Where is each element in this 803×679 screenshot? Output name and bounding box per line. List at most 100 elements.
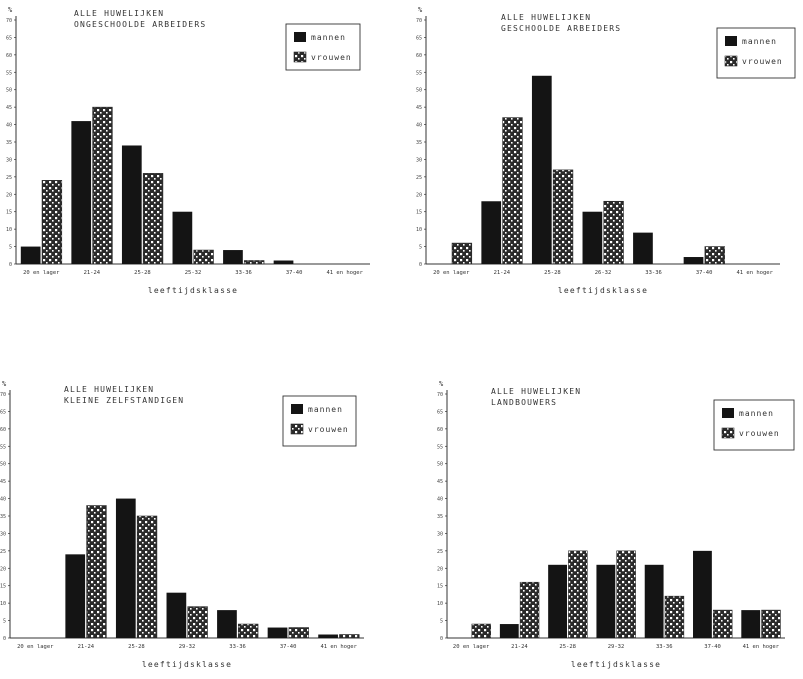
chart-ongeschoolde-arbeiders: % 0 5 10 15 20 25 30 35 40 45 50 55 60 65 70 20 en lager… [6,6,370,295]
chart-panel-geschoolde: % 0 5 10 15 20 25 30 35 40 45 50 55 60 65 70 20 en lager… [405,0,803,300]
bar-vrouwen [238,623,259,639]
y-tick-label: 65 [6,35,12,41]
legend-label-mannen: mannen [742,37,777,46]
chart-subtitle: KLEINE ZELFSTANDIGEN [64,396,184,405]
legend: mannen vrouwen [285,23,361,71]
bar-mannen [267,627,288,638]
x-tick-label: 20 en lager [17,644,54,650]
y-tick-label: 0 [3,636,6,642]
y-axis-unit-label: % [418,6,423,14]
y-tick-label: 65 [0,409,6,415]
bar-mannen [115,498,136,638]
y-tick-label: 10 [437,601,443,607]
bar-vrouwen [568,550,588,639]
chart-subtitle: LANDBOUWERS [491,398,557,407]
y-tick-label: 55 [6,70,12,76]
bar-mannen [172,211,193,264]
y-tick-label: 50 [6,88,12,94]
y-tick-label: 70 [416,18,422,24]
x-axis-label: leeftijdsklasse [142,660,232,669]
legend-label-vrouwen: vrouwen [311,53,352,62]
chart-landbouwers: % 0 5 10 15 20 25 30 35 40 45 50 55 60 65 70 20 en lager… [437,380,795,669]
x-axis-label: leeftijdsklasse [558,286,648,295]
y-tick-label: 40 [416,123,422,129]
y-tick-label: 35 [437,514,443,520]
y-tick-label: 15 [437,584,443,590]
x-tick-label: 33-36 [235,270,252,276]
bar-vrouwen [552,169,574,265]
y-tick-label: 15 [416,210,422,216]
x-tick-label: 21-24 [78,644,95,650]
legend-box [282,395,357,447]
bar-mannen [223,250,243,264]
y-tick-label: 65 [437,409,443,415]
bar-vrouwen [761,609,781,639]
legend: mannen vrouwen [282,395,357,447]
y-tick-label: 70 [437,392,443,398]
bar-mannen [548,564,567,638]
y-tick-label: 35 [0,514,6,520]
x-tick-label: 20 en lager [23,270,60,276]
y-tick-label: 35 [6,140,12,146]
bar-mannen [20,246,41,264]
y-tick-label: 15 [6,210,12,216]
y-tick-label: 10 [0,601,6,607]
legend-label-vrouwen: vrouwen [742,57,783,66]
y-tick-label: 50 [0,462,6,468]
x-tick-label: 25-32 [185,270,202,276]
y-tick-label: 10 [6,227,12,233]
y-tick-label: 25 [437,549,443,555]
x-tick-label: 41 en hoger [326,270,363,276]
x-tick-label: 25-28 [544,270,561,276]
bar-mannen [633,232,653,264]
bar-vrouwen [193,249,214,265]
y-tick-label: 60 [416,53,422,59]
bar-vrouwen [616,550,636,639]
bar-mannen [65,554,86,638]
bar-mannen [644,564,664,638]
x-tick-label: 29-32 [179,644,196,650]
y-tick-label: 60 [0,427,6,433]
bar-vrouwen [86,505,107,639]
bar-vrouwen [664,595,685,639]
y-tick-label: 30 [437,531,443,537]
y-tick-label: 40 [6,123,12,129]
chart-panel-landbouwers: % 0 5 10 15 20 25 30 35 40 45 50 55 60 65 70 20 en lager… [405,370,803,679]
x-tick-label: 33-36 [656,644,673,650]
x-tick-label: 25-28 [559,644,576,650]
x-tick-label: 21-24 [511,644,528,650]
bar-mannen [273,260,294,264]
chart-title: ALLE HUWELIJKEN [491,387,581,396]
legend-swatch-vrouwen [721,427,735,439]
y-tick-label: 30 [6,157,12,163]
bar-mannen [71,121,92,264]
x-tick-label: 25-28 [128,644,145,650]
bar-vrouwen [603,200,624,265]
chart-title: ALLE HUWELIJKEN [64,385,154,394]
y-tick-label: 0 [440,636,443,642]
y-tick-label: 65 [416,35,422,41]
x-tick-label: 21-24 [84,270,101,276]
bar-mannen [683,257,704,264]
y-tick-label: 20 [416,192,422,198]
bar-vrouwen [712,609,733,639]
y-tick-label: 25 [0,549,6,555]
chart-panel-ongeschoolde: % 0 5 10 15 20 25 30 35 40 45 50 55 60 65 70 20 en lager… [0,0,400,300]
bar-mannen [166,592,187,638]
y-tick-label: 15 [0,584,6,590]
bar-mannen [531,75,552,265]
bar-vrouwen [704,246,725,265]
y-tick-label: 25 [416,175,422,181]
bar-vrouwen [288,627,309,639]
x-tick-label: 41 en hoger [320,644,357,650]
y-tick-label: 20 [0,566,6,572]
legend-box [716,27,796,79]
chart-kleine-zelfstandigen: % 0 5 10 15 20 25 30 35 40 45 50 55 60 65 70 20 en lager… [0,380,364,669]
x-tick-label: 20 en lager [433,270,470,276]
x-tick-label: 26-32 [595,270,612,276]
legend-label-vrouwen: vrouwen [739,429,780,438]
bar-mannen [217,610,237,638]
y-axis-unit-label: % [8,6,13,14]
y-tick-label: 70 [0,392,6,398]
y-tick-label: 0 [419,262,422,268]
